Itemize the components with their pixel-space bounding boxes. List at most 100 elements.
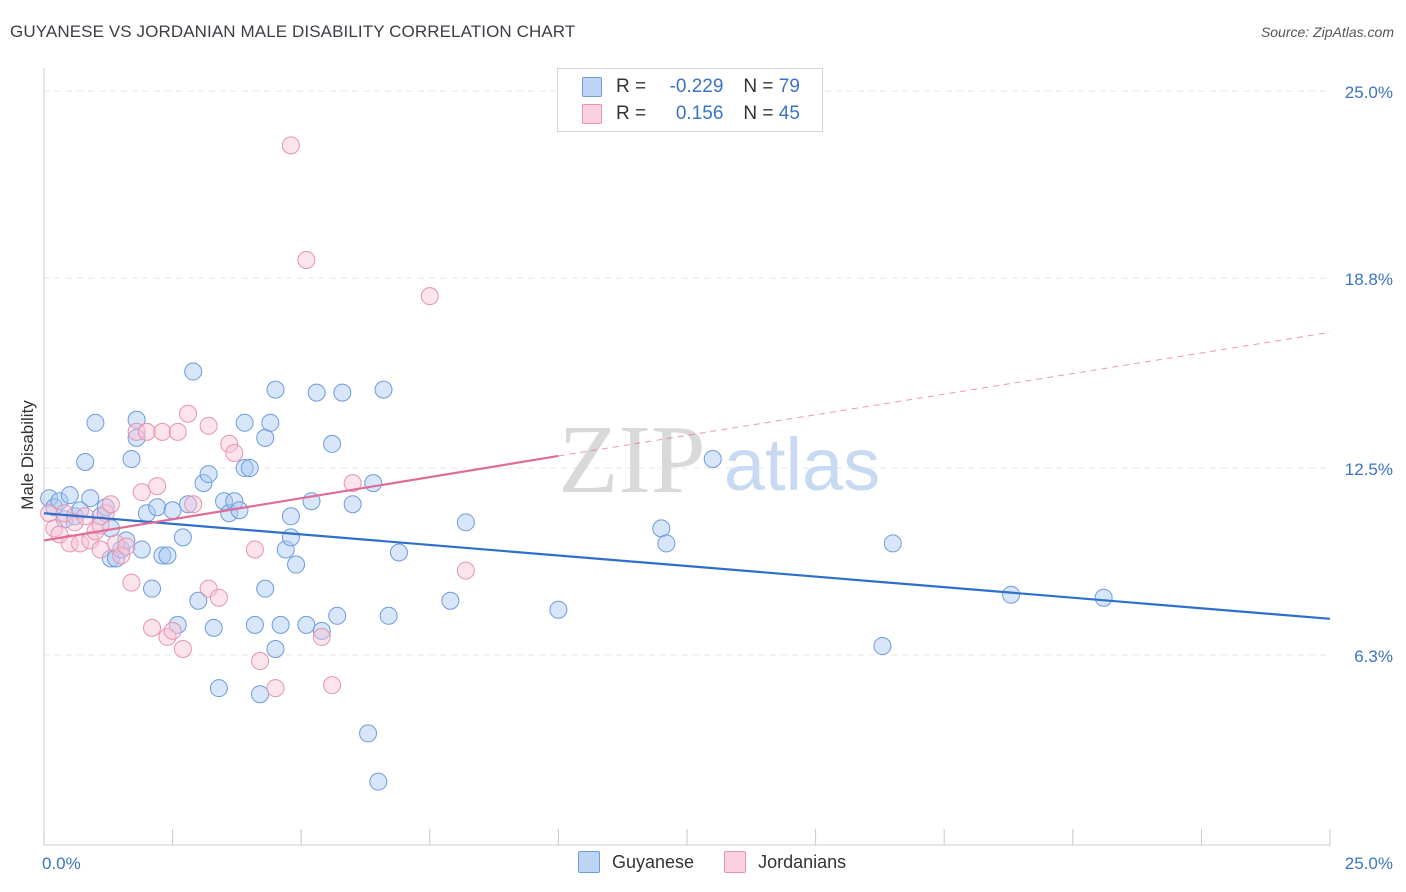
point-guyanese bbox=[873, 636, 892, 655]
series-legend: Guyanese Jordanians bbox=[578, 851, 876, 873]
point-jordanians bbox=[209, 588, 228, 607]
point-jordanians bbox=[101, 495, 120, 514]
point-guyanese bbox=[50, 492, 69, 511]
legend-r-label: R = bbox=[616, 76, 647, 97]
point-guyanese bbox=[179, 495, 198, 514]
point-guyanese bbox=[271, 615, 290, 634]
x-tick-label: 25.0% bbox=[1345, 854, 1393, 873]
watermark: ZIP atlas bbox=[559, 406, 881, 514]
point-guyanese bbox=[45, 498, 64, 517]
point-guyanese bbox=[199, 465, 218, 484]
point-guyanese bbox=[359, 724, 378, 743]
point-jordanians bbox=[245, 540, 264, 559]
point-guyanese bbox=[287, 555, 306, 574]
point-jordanians bbox=[168, 422, 187, 441]
point-guyanese bbox=[81, 489, 100, 508]
point-guyanese bbox=[369, 772, 388, 791]
point-guyanese bbox=[657, 534, 676, 553]
legend-n-value: 79 bbox=[778, 76, 800, 97]
trend-line-guyanese bbox=[43, 512, 1331, 620]
point-jordanians bbox=[45, 519, 64, 538]
point-jordanians bbox=[343, 474, 362, 493]
point-jordanians bbox=[184, 495, 203, 514]
point-guyanese bbox=[261, 413, 280, 432]
point-jordanians bbox=[112, 546, 131, 565]
point-jordanians bbox=[179, 404, 198, 423]
legend-item-jordanians: Jordanians bbox=[724, 851, 846, 873]
point-guyanese bbox=[204, 618, 223, 637]
legend-row-guyanese: R = -0.229 N = 79 bbox=[582, 74, 800, 100]
point-jordanians bbox=[225, 443, 244, 462]
point-guyanese bbox=[281, 528, 300, 547]
legend-label-guyanese: Guyanese bbox=[612, 851, 695, 872]
point-jordanians bbox=[297, 250, 316, 269]
point-guyanese bbox=[173, 528, 192, 547]
point-guyanese bbox=[328, 606, 347, 625]
point-jordanians bbox=[127, 422, 146, 441]
point-jordanians bbox=[266, 679, 285, 698]
point-guyanese bbox=[256, 579, 275, 598]
legend-item-guyanese: Guyanese bbox=[578, 851, 694, 873]
point-guyanese bbox=[441, 591, 460, 610]
point-guyanese bbox=[1002, 585, 1021, 604]
point-guyanese bbox=[40, 489, 59, 508]
grid-lines bbox=[44, 90, 1330, 656]
legend-label-jordanians: Jordanians bbox=[758, 851, 847, 872]
point-guyanese bbox=[122, 449, 141, 468]
point-jordanians bbox=[107, 534, 126, 553]
point-jordanians bbox=[137, 422, 156, 441]
point-guyanese bbox=[153, 546, 172, 565]
point-guyanese bbox=[323, 434, 342, 453]
point-guyanese bbox=[189, 591, 208, 610]
point-guyanese bbox=[266, 380, 285, 399]
point-guyanese bbox=[1094, 588, 1113, 607]
point-jordanians bbox=[122, 573, 141, 592]
point-guyanese bbox=[107, 549, 126, 568]
y-tick-label: 18.8% bbox=[1345, 270, 1393, 289]
point-guyanese bbox=[307, 383, 326, 402]
point-guyanese bbox=[194, 474, 213, 493]
point-guyanese bbox=[240, 459, 259, 478]
legend-n-value: 45 bbox=[778, 103, 800, 124]
point-guyanese bbox=[132, 540, 151, 559]
point-jordanians bbox=[281, 136, 300, 155]
x-tick-label: 0.0% bbox=[42, 854, 81, 873]
point-guyanese bbox=[143, 579, 162, 598]
point-jordanians bbox=[323, 676, 342, 695]
legend-swatch-jordanians bbox=[582, 104, 602, 124]
point-guyanese bbox=[184, 362, 203, 381]
data-points bbox=[40, 136, 1113, 791]
point-guyanese bbox=[297, 615, 316, 634]
point-guyanese bbox=[549, 600, 568, 619]
point-jordanians bbox=[456, 561, 475, 580]
point-jordanians bbox=[251, 652, 270, 671]
point-jordanians bbox=[153, 422, 172, 441]
point-jordanians bbox=[158, 627, 177, 646]
point-guyanese bbox=[374, 380, 393, 399]
axes bbox=[43, 68, 1331, 846]
point-guyanese bbox=[215, 492, 234, 511]
trend-line-jordanians bbox=[43, 454, 559, 542]
point-guyanese bbox=[456, 513, 475, 532]
point-guyanese bbox=[148, 498, 167, 517]
legend-n-label: N = bbox=[743, 103, 774, 124]
point-guyanese bbox=[112, 540, 131, 559]
y-tick-label: 25.0% bbox=[1345, 83, 1393, 102]
watermark-zip: ZIP bbox=[559, 406, 706, 514]
point-jordanians bbox=[220, 434, 239, 453]
point-guyanese bbox=[343, 495, 362, 514]
y-tick-label: 6.3% bbox=[1354, 647, 1393, 666]
legend-swatch-guyanese bbox=[578, 851, 600, 873]
point-guyanese bbox=[256, 428, 275, 447]
point-jordanians bbox=[60, 534, 79, 553]
point-jordanians bbox=[199, 579, 218, 598]
point-guyanese bbox=[883, 534, 902, 553]
point-guyanese bbox=[96, 498, 115, 517]
legend-r-label: R = bbox=[616, 103, 647, 124]
correlation-legend: R = -0.229 N = 79 R = 0.156 N = 45 bbox=[557, 68, 823, 132]
point-guyanese bbox=[281, 507, 300, 526]
point-jordanians bbox=[65, 513, 84, 532]
point-jordanians bbox=[173, 639, 192, 658]
legend-swatch-guyanese bbox=[582, 77, 602, 97]
